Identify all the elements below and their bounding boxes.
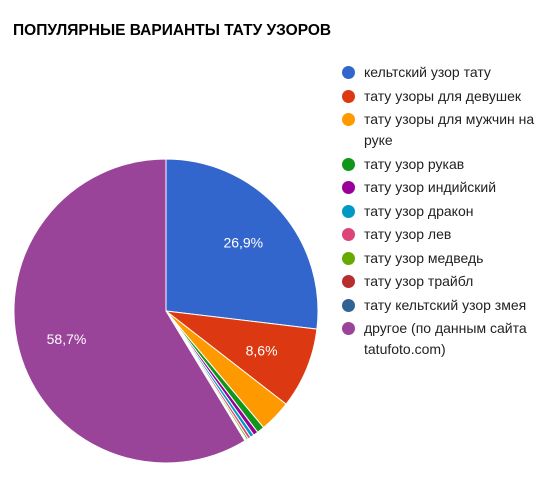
legend-swatch	[342, 157, 355, 171]
legend-label: другое (по данным сайта tatufoto.com)	[364, 320, 527, 357]
chart-title: ПОПУЛЯРНЫЕ ВАРИАНТЫ ТАТУ УЗОРОВ	[13, 22, 332, 39]
pie-slice	[13, 158, 246, 464]
legend-item: другое (по данным сайта tatufoto.com)	[342, 318, 537, 360]
legend-label: тату узор рукав	[364, 155, 465, 172]
legend-swatch	[342, 204, 355, 218]
legend-swatch	[342, 113, 355, 126]
legend-swatch	[342, 322, 355, 335]
legend-item: кельтский узор тату	[342, 62, 537, 83]
legend-label: тату узоры для девушек	[364, 87, 522, 104]
legend-swatch	[342, 181, 355, 194]
legend-swatch	[342, 251, 355, 265]
legend-item: тату кельтский узор змея	[342, 295, 537, 316]
legend-label: тату узор индийский	[364, 179, 497, 195]
legend-item: тату узоры для девушек	[342, 86, 537, 107]
legend-item: тату узор индийский	[342, 177, 537, 198]
legend-label: тату узор трайбл	[364, 273, 474, 289]
legend-label: тату узор лев	[364, 226, 452, 242]
slice-data-label: 26,9%	[223, 234, 263, 250]
pie-slice	[165, 158, 319, 330]
legend-item: тату узоры для мужчин на руке	[342, 109, 537, 151]
legend-label: тату узор дракон	[364, 202, 474, 219]
chart-legend: кельтский узор тату тату узоры для девуше…	[342, 62, 537, 363]
legend-swatch	[342, 89, 355, 103]
slice-data-label: 58,7%	[47, 331, 87, 347]
legend-item: тату узор медведь	[342, 248, 537, 269]
legend-label: тату узор медведь	[364, 249, 484, 266]
legend-label: кельтский узор тату	[364, 64, 491, 80]
legend-item: тату узор дракон	[342, 201, 537, 222]
legend-label: тату кельтский узор змея	[364, 296, 527, 313]
legend-swatch	[342, 228, 355, 241]
legend-item: тату узор лев	[342, 224, 537, 245]
legend-swatch	[342, 66, 355, 79]
legend-swatch	[342, 275, 355, 288]
legend-item: тату узор рукав	[342, 154, 537, 175]
legend-swatch	[342, 298, 355, 312]
legend-label: тату узоры для мужчин на руке	[364, 111, 535, 148]
slice-data-label: 8,6%	[246, 342, 278, 358]
legend-item: тату узор трайбл	[342, 271, 537, 292]
